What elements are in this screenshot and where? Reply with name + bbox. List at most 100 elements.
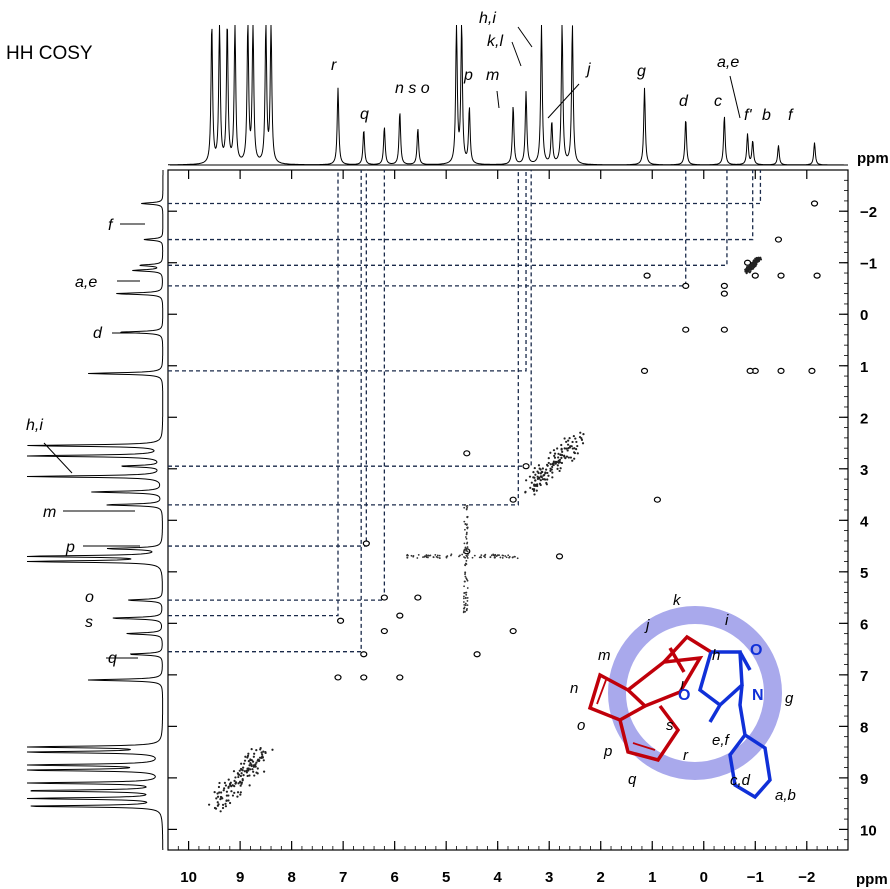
cluster-dot bbox=[532, 489, 536, 492]
cluster-dot bbox=[238, 769, 241, 772]
cross-peak bbox=[360, 674, 368, 681]
peak-leader bbox=[511, 41, 522, 67]
cross-peak bbox=[380, 594, 388, 601]
cluster-dot bbox=[551, 471, 554, 474]
cluster-dot bbox=[244, 755, 247, 758]
cluster-dot bbox=[748, 267, 751, 270]
cross-peak bbox=[360, 651, 368, 658]
cross-peak bbox=[808, 367, 816, 375]
ridge-dot bbox=[464, 536, 467, 538]
macrocycle-ring bbox=[608, 606, 782, 780]
y-tick-label: 7 bbox=[860, 668, 868, 685]
cluster-dot bbox=[547, 457, 550, 460]
cluster-dot bbox=[556, 464, 559, 467]
left-peak-label: m bbox=[43, 504, 56, 521]
cluster-dot bbox=[561, 450, 564, 453]
ridge-dot bbox=[505, 556, 508, 559]
ridge-dot bbox=[466, 600, 469, 602]
ridge-dot bbox=[463, 504, 466, 506]
cluster-dot bbox=[252, 770, 255, 773]
cluster-dot bbox=[545, 468, 548, 471]
cluster-dot bbox=[549, 469, 552, 472]
cluster-dot bbox=[239, 774, 242, 778]
cluster-dot bbox=[529, 486, 532, 489]
ridge-dot bbox=[466, 542, 468, 545]
cluster-dot bbox=[573, 451, 576, 454]
y-tick-label: 8 bbox=[860, 719, 868, 736]
blue-fragment bbox=[697, 650, 772, 800]
ridge-dot bbox=[465, 505, 468, 508]
ridge-dot bbox=[464, 575, 467, 578]
ridge-dot bbox=[464, 556, 467, 559]
cluster-dot bbox=[567, 456, 570, 459]
cluster-dot bbox=[214, 807, 218, 810]
y-tick-label: 10 bbox=[860, 822, 877, 839]
ridge-dot bbox=[466, 604, 469, 607]
ridge-dot bbox=[464, 528, 466, 531]
cluster-dot bbox=[242, 774, 245, 777]
cluster-dot bbox=[554, 461, 557, 465]
y-tick-label: 0 bbox=[860, 307, 868, 324]
cluster-dot bbox=[567, 439, 570, 442]
cluster-dot bbox=[578, 435, 582, 439]
ridge-dot bbox=[466, 515, 469, 518]
top-peak-label: q bbox=[360, 106, 369, 123]
cluster-dot bbox=[232, 770, 236, 773]
cluster-dot bbox=[536, 477, 539, 480]
cluster-dot bbox=[224, 802, 227, 805]
cluster-dot bbox=[240, 782, 243, 785]
top-unit: ppm bbox=[857, 150, 889, 167]
cluster-dot bbox=[243, 759, 247, 762]
ridge-dot bbox=[484, 556, 486, 559]
connector-line bbox=[168, 170, 728, 266]
cluster-dot bbox=[560, 461, 564, 465]
cluster-dot bbox=[549, 463, 552, 466]
cluster-dot bbox=[228, 801, 232, 805]
left-peak-label: p bbox=[65, 539, 75, 556]
ridge-dot bbox=[446, 555, 449, 557]
left-spectrum-trace bbox=[26, 170, 164, 850]
cluster-dot bbox=[215, 797, 218, 800]
connector-line bbox=[168, 170, 339, 617]
top-peak-label: d bbox=[679, 93, 689, 110]
cluster-dot bbox=[242, 766, 245, 769]
ridge-dot bbox=[490, 554, 493, 557]
cross-peak bbox=[777, 367, 785, 375]
cluster-dot bbox=[560, 443, 563, 447]
cross-peak bbox=[396, 612, 404, 619]
cluster-dot bbox=[558, 469, 561, 473]
cluster-dot bbox=[253, 774, 256, 777]
cluster-dot bbox=[559, 453, 562, 456]
atom-label: O bbox=[678, 687, 690, 704]
ridge-dot bbox=[462, 610, 465, 613]
connector-line bbox=[168, 170, 527, 372]
ridge-dot bbox=[464, 580, 466, 583]
connector-lines bbox=[168, 170, 762, 653]
cluster-dot bbox=[539, 468, 542, 471]
cross-peak bbox=[362, 540, 370, 547]
peak-leader bbox=[43, 442, 73, 474]
y-tick-label: −2 bbox=[860, 204, 877, 221]
cluster-dot bbox=[534, 484, 537, 487]
top-peak-label: p bbox=[463, 67, 473, 84]
cluster-dot bbox=[536, 484, 539, 488]
ridge-dot bbox=[464, 523, 467, 526]
cluster-dot bbox=[246, 756, 249, 759]
ridge-dot bbox=[465, 609, 468, 612]
cluster-dot bbox=[227, 785, 230, 788]
left-peak-label: s bbox=[85, 614, 93, 631]
cluster-dot bbox=[254, 763, 257, 766]
cluster-dot bbox=[240, 762, 243, 765]
ridge-dot bbox=[501, 554, 504, 557]
top-peak-label: b bbox=[762, 107, 771, 124]
connector-line bbox=[168, 170, 362, 653]
cluster-dot bbox=[220, 791, 223, 794]
ridge-dot bbox=[465, 508, 468, 510]
peak-leader bbox=[547, 83, 580, 119]
cluster-dot bbox=[246, 774, 249, 778]
ridge-dot bbox=[465, 531, 468, 534]
cluster-dot bbox=[238, 781, 241, 784]
ridge-dot bbox=[492, 554, 495, 557]
top-peak-label: j bbox=[585, 61, 591, 78]
cross-peak bbox=[509, 496, 517, 503]
